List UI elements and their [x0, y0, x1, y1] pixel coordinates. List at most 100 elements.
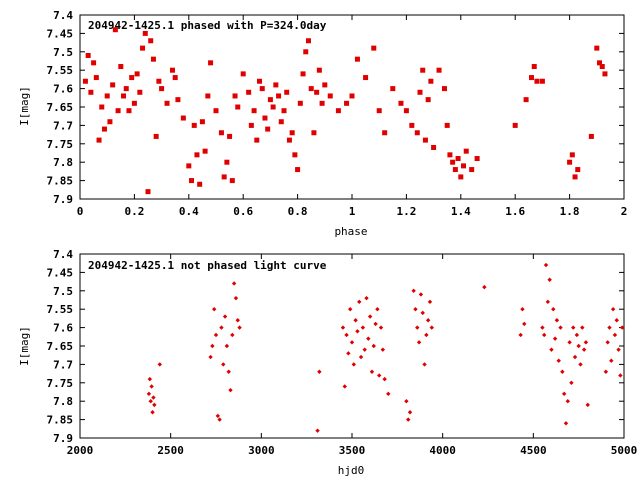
data-point — [276, 93, 282, 99]
plot-frame — [79, 14, 625, 200]
data-point — [303, 49, 309, 55]
data-point — [576, 343, 581, 349]
x-tick-label: 1.6 — [505, 205, 525, 218]
data-point — [360, 325, 366, 330]
data-point — [614, 318, 619, 323]
data-point — [311, 130, 317, 136]
data-point — [366, 336, 371, 341]
data-point — [585, 402, 590, 408]
data-point — [534, 78, 540, 84]
data-point — [540, 325, 545, 330]
data-point — [349, 93, 355, 99]
data-point — [316, 67, 322, 73]
data-point — [431, 144, 437, 150]
data-point — [556, 358, 561, 363]
x-tick-label: 2500 — [157, 444, 184, 457]
data-point — [189, 178, 195, 184]
data-point — [463, 148, 469, 154]
data-point — [407, 410, 413, 415]
data-point — [140, 45, 146, 51]
data-point — [300, 71, 306, 77]
data-point — [211, 307, 217, 312]
data-point — [265, 126, 271, 132]
data-point — [91, 60, 97, 66]
data-point — [403, 108, 409, 114]
data-point — [292, 152, 298, 158]
data-point — [194, 152, 200, 158]
data-point — [237, 325, 242, 330]
data-point — [561, 391, 567, 397]
data-point — [512, 122, 518, 128]
phased-light-curve-chart: 204942-1425.1 phased with P=324.0day pha… — [18, 9, 627, 238]
y-tick-label: 7.6 — [53, 83, 73, 96]
data-point — [520, 307, 525, 312]
data-point — [616, 347, 621, 352]
data-point — [262, 115, 268, 121]
data-point — [231, 281, 237, 286]
data-point — [123, 86, 129, 92]
data-point — [259, 86, 265, 92]
data-point — [482, 284, 487, 290]
data-point — [164, 100, 170, 106]
x-tick-label: 4000 — [429, 444, 456, 457]
data-point — [371, 45, 377, 51]
x-tick-label: 1.2 — [396, 205, 416, 218]
data-point — [297, 100, 303, 106]
data-point — [547, 277, 552, 282]
data-point — [147, 376, 153, 382]
y-axis-label: I[mag] — [18, 326, 31, 366]
x-tick-label: 1 — [349, 205, 356, 218]
data-point — [315, 428, 320, 433]
data-point — [549, 347, 554, 352]
data-point — [569, 380, 574, 385]
data-point — [347, 307, 353, 312]
data-point — [369, 369, 375, 374]
data-point — [215, 413, 221, 419]
data-point — [118, 64, 124, 70]
data-point — [281, 108, 287, 114]
y-tick-label: 7.5 — [53, 285, 73, 298]
data-point — [145, 189, 151, 195]
data-point — [602, 71, 608, 77]
data-point — [217, 417, 222, 422]
data-point — [235, 104, 241, 110]
data-point — [213, 332, 219, 338]
unphased-light-curve-chart: 204942-1425.1 not phased light curve hjd… — [18, 248, 637, 477]
data-point — [205, 93, 211, 99]
data-point — [404, 399, 409, 404]
data-point — [227, 133, 233, 139]
data-point — [367, 314, 373, 319]
x-tick-label: 3500 — [339, 444, 366, 457]
data-point — [346, 351, 351, 356]
data-point — [450, 159, 456, 165]
data-point — [224, 159, 230, 165]
data-point — [607, 325, 612, 330]
data-point — [409, 122, 415, 128]
data-point — [543, 262, 549, 268]
data-point — [542, 332, 547, 338]
data-point — [474, 156, 480, 162]
data-point — [382, 376, 387, 382]
data-point — [150, 410, 155, 415]
data-point — [175, 97, 181, 103]
data-point — [319, 100, 325, 106]
data-point — [452, 167, 458, 173]
y-tick-label: 7.45 — [47, 266, 74, 279]
data-point — [583, 340, 589, 345]
data-point — [371, 343, 376, 349]
x-axis-label: hjd0 — [338, 464, 365, 477]
data-point — [351, 362, 357, 367]
data-point — [149, 384, 154, 389]
data-point — [186, 163, 192, 169]
data-point — [417, 89, 423, 95]
y-tick-label: 7.8 — [53, 395, 73, 408]
y-tick-label: 7.4 — [53, 9, 73, 22]
y-tick-label: 7.45 — [47, 27, 74, 40]
data-point — [327, 93, 333, 99]
data-point — [390, 86, 396, 92]
y-tick-label: 7.55 — [47, 303, 74, 316]
data-point — [93, 75, 99, 81]
data-point — [169, 67, 175, 73]
y-tick-label: 7.75 — [47, 138, 74, 151]
data-point — [523, 97, 529, 103]
